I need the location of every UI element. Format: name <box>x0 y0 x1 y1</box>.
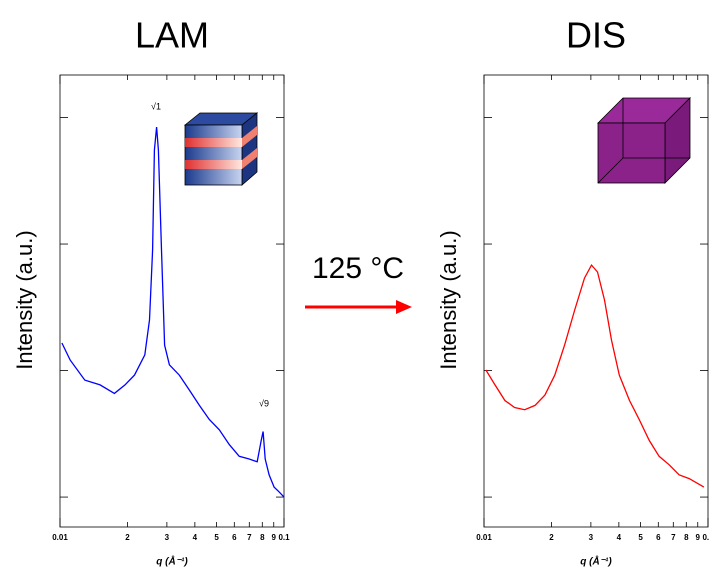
peak-annotation: √9 <box>259 398 269 408</box>
peak-annotation: √1 <box>151 101 161 111</box>
data-line <box>61 126 285 498</box>
x-tick-label: 3 <box>165 533 170 542</box>
plot-frame <box>483 74 709 528</box>
plot: DIS Intensity (a.u.) q (Å⁻¹) 0.01 2 3 4 5 6 7 8 9 0.… <box>436 15 709 568</box>
plot-frame <box>59 74 285 528</box>
plot: LAM Intensity (a.u.) q (Å⁻¹) 0.01 2 3 4 5 6 7 8 9 0.… <box>12 15 290 568</box>
data-line <box>485 263 705 488</box>
x-tick-label: 7 <box>247 533 252 542</box>
x-tick-label: 2 <box>549 533 554 542</box>
arrow-head <box>396 300 412 314</box>
y-axis-label: Intensity (a.u.) <box>12 230 37 369</box>
chart-title: DIS <box>566 15 626 56</box>
x-tick-label: 0.1 <box>278 533 290 542</box>
x-tick-label: 7 <box>671 533 676 542</box>
x-tick-label: 8 <box>684 533 689 542</box>
lamellar-icon <box>183 112 259 186</box>
x-tick-label: 6 <box>232 533 237 542</box>
x-tick-label: 5 <box>638 533 643 542</box>
x-tick-label: 0.1 <box>702 533 709 542</box>
x-axis-label: q (Å⁻¹) <box>156 555 188 568</box>
chart-title: LAM <box>135 15 209 56</box>
x-tick-label: 9 <box>696 533 701 542</box>
x-tick-label: 9 <box>272 533 277 542</box>
x-tick-label: 4 <box>617 533 622 542</box>
x-tick-label: 3 <box>589 533 594 542</box>
x-tick-label: 5 <box>214 533 219 542</box>
x-tick-label: 2 <box>125 533 130 542</box>
x-tick-label: 0.01 <box>52 533 68 542</box>
y-axis-label: Intensity (a.u.) <box>436 230 461 369</box>
x-axis-label: q (Å⁻¹) <box>580 555 612 568</box>
x-tick-label: 8 <box>260 533 265 542</box>
x-tick-label: 0.01 <box>476 533 492 542</box>
disordered-icon <box>597 97 691 184</box>
arrow-label: 125 °C <box>312 252 404 285</box>
x-tick-label: 6 <box>656 533 661 542</box>
x-tick-label: 4 <box>193 533 198 542</box>
